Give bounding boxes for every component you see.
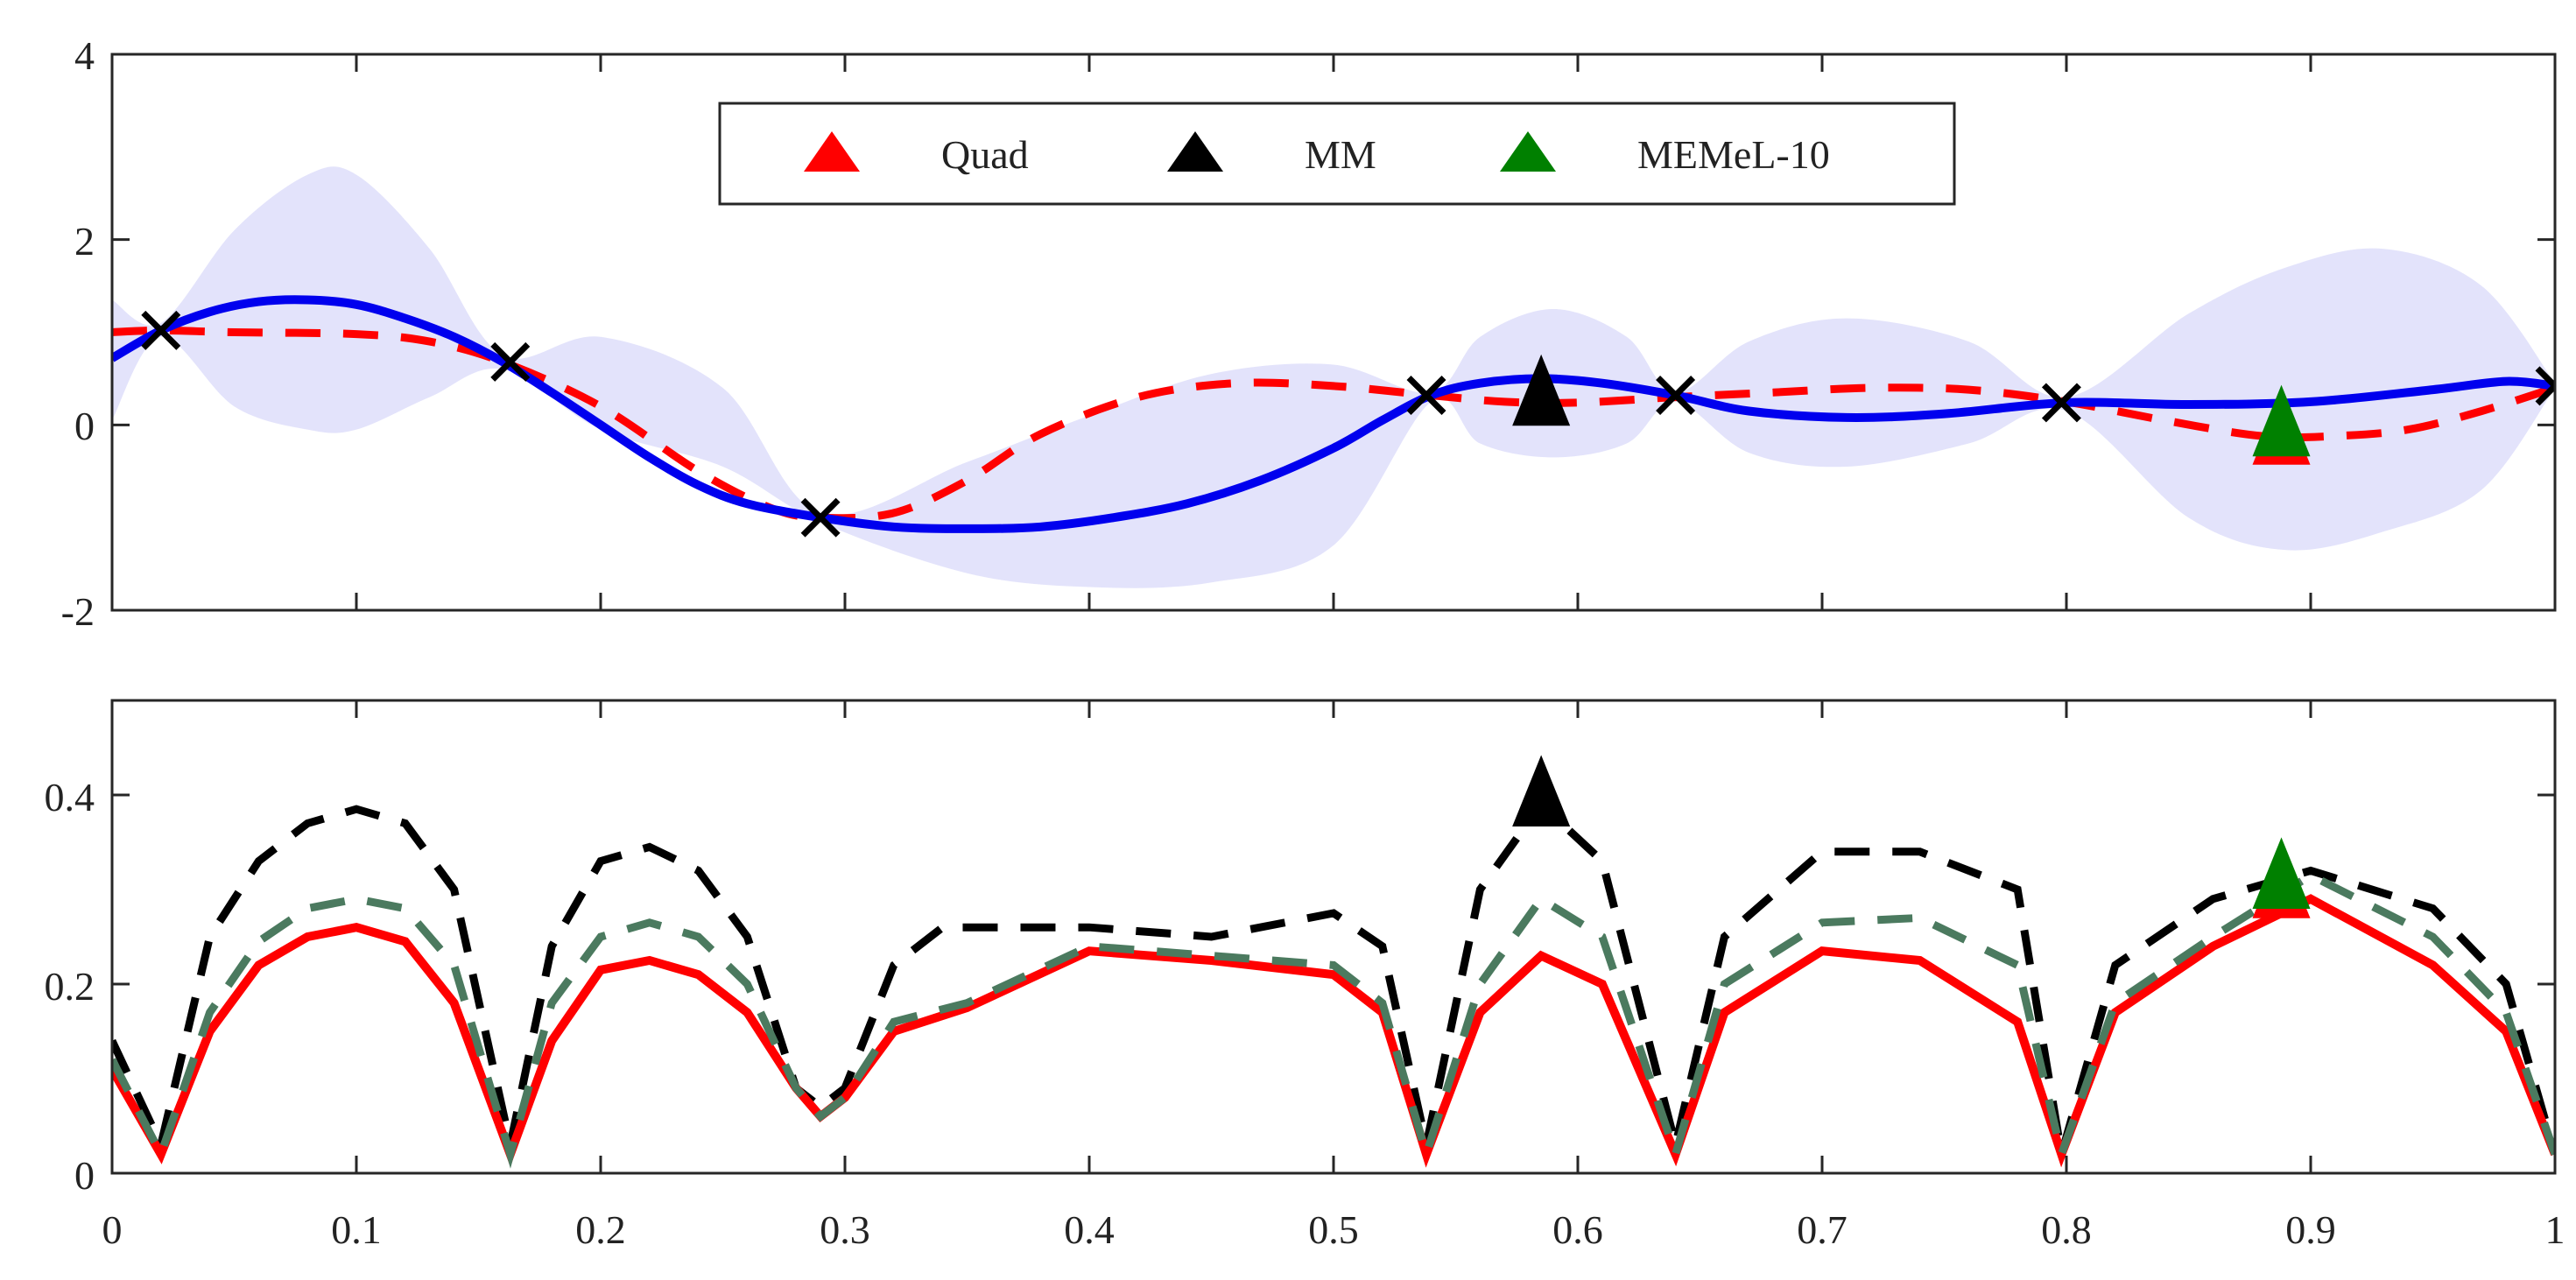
legend: Quad MM MEMeL-10: [718, 102, 1956, 206]
top-method-markers: [1512, 354, 2311, 465]
marker-mm: [1512, 354, 1571, 426]
bottom-plot-area: [112, 700, 2555, 1173]
bottom-ticks: [110, 700, 2557, 1175]
marker-mm: [1512, 755, 1571, 826]
x-tick-label: 0.1: [331, 1207, 382, 1252]
memel-line: [112, 870, 2555, 1169]
legend-entry-memel: MEMeL-10: [1500, 131, 1830, 177]
top-y-tick-label: 2: [74, 219, 95, 264]
legend-entry-quad: Quad: [804, 131, 1029, 177]
bottom-y-tick-labels: 0.4 0.2 0: [45, 775, 95, 1198]
top-y-tick-label: -2: [61, 589, 95, 634]
bottom-method-markers: [1512, 755, 2311, 918]
legend-mm-label: MM: [1305, 132, 1376, 177]
observation-x-marker: [800, 497, 841, 538]
x-tick-label: 1: [2545, 1207, 2565, 1252]
top-y-tick-label: 4: [74, 33, 95, 78]
x-tick-label: 0.8: [2041, 1207, 2092, 1252]
legend-quad-label: Quad: [941, 132, 1029, 177]
marker-memel-10: [2252, 837, 2311, 909]
x-tick-label: 0.2: [575, 1207, 626, 1252]
observation-x-marker: [1656, 375, 1696, 415]
legend-memel-label: MEMeL-10: [1637, 132, 1830, 177]
x-tick-label: 0.3: [820, 1207, 870, 1252]
x-tick-label: 0.4: [1064, 1207, 1115, 1252]
top-panel: 4 2 0 -2 Quad MM MEMeL-10: [61, 33, 2557, 634]
observation-x-marker: [2535, 366, 2555, 406]
bottom-y-tick-label: 0.2: [45, 964, 95, 1009]
observation-x-marker: [141, 310, 181, 350]
x-tick-label: 0.5: [1308, 1207, 1359, 1252]
gp-mean-line: [112, 295, 2555, 533]
mm-line: [112, 798, 2555, 1157]
legend-mm-marker: [1167, 131, 1223, 172]
bottom-y-tick-label: 0: [74, 1153, 95, 1198]
bottom-panel: 0.4 0.2 0 0 0.1 0.2 0.3 0.4 0.5 0.6 0.7 …: [45, 699, 2565, 1252]
top-ticks: [110, 53, 2557, 612]
observation-x-marker: [2041, 383, 2081, 423]
x-tick-label: 0.9: [2285, 1207, 2336, 1252]
quad-line: [112, 894, 2555, 1168]
observation-x-marker: [1406, 375, 1446, 415]
legend-quad-marker: [804, 131, 860, 172]
legend-memel-marker: [1500, 131, 1556, 172]
observation-markers: [141, 310, 2555, 538]
x-tick-label: 0.7: [1797, 1207, 1848, 1252]
legend-box: [718, 102, 1956, 206]
x-tick-label: 0.6: [1552, 1207, 1603, 1252]
top-y-tick-label: 0: [74, 404, 95, 448]
top-y-tick-labels: 4 2 0 -2: [61, 33, 95, 634]
x-tick-label: 0: [102, 1207, 123, 1252]
observation-x-marker: [490, 341, 531, 382]
marker-memel-10: [2252, 384, 2311, 457]
bottom-x-tick-labels: 0 0.1 0.2 0.3 0.4 0.5 0.6 0.7 0.8 0.9 1: [102, 1207, 2565, 1252]
legend-entry-mm: MM: [1167, 131, 1376, 177]
bottom-y-tick-label: 0.4: [45, 775, 95, 819]
uncertainty-band: [112, 166, 2555, 588]
